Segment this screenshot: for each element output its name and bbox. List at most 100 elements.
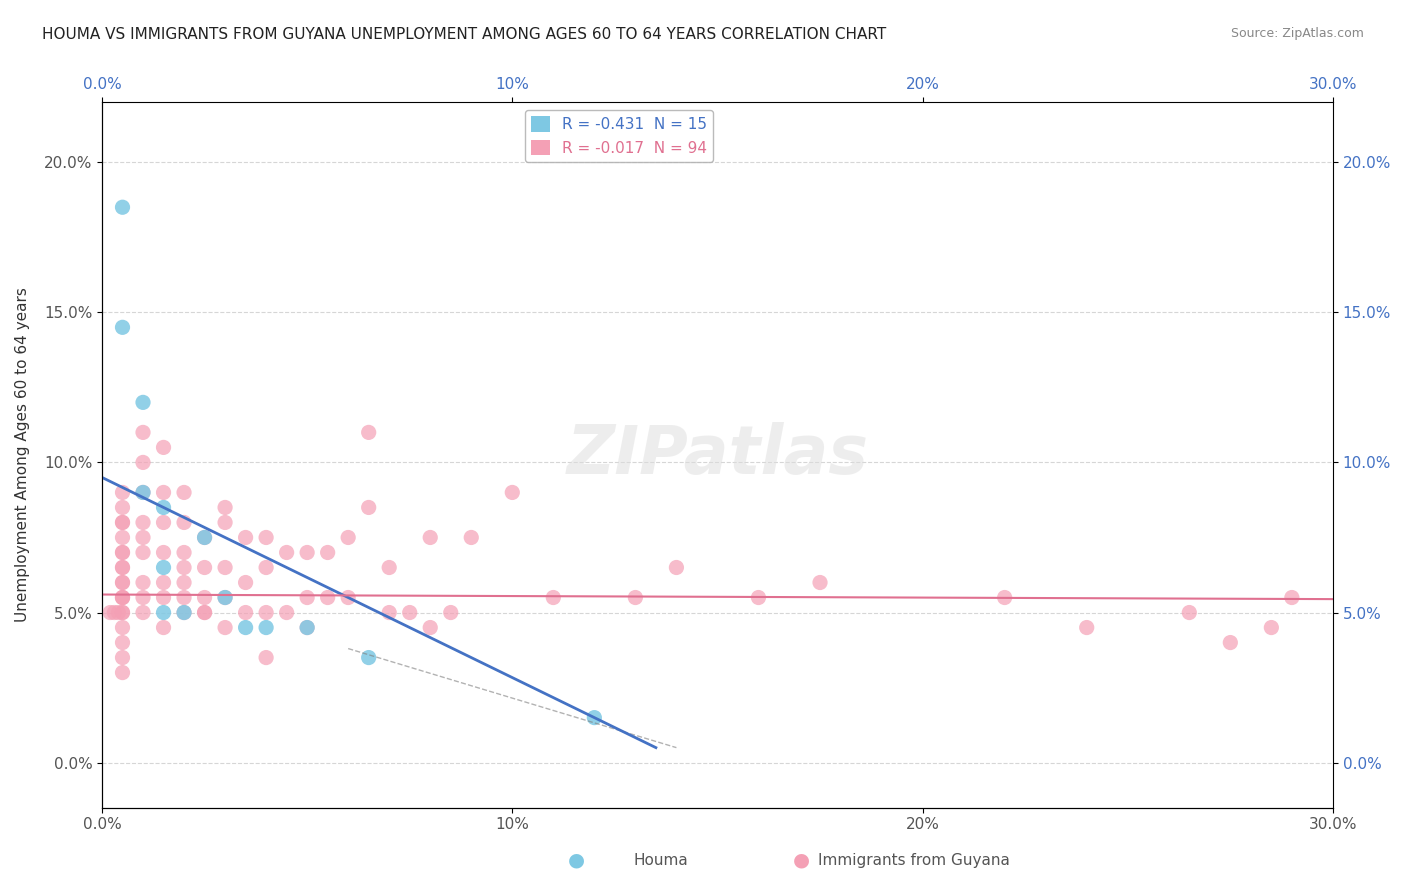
Point [152, 621, 174, 635]
Point [357, 650, 380, 665]
Point [132, 395, 155, 409]
Point [132, 575, 155, 590]
Point [111, 635, 134, 649]
Text: ●: ● [793, 850, 810, 869]
Point [295, 621, 318, 635]
Point [214, 591, 236, 605]
Point [214, 591, 236, 605]
Point [214, 621, 236, 635]
Point [152, 545, 174, 559]
Point [1076, 621, 1098, 635]
Point [337, 531, 360, 545]
Point [254, 606, 277, 620]
Point [152, 560, 174, 574]
Point [419, 531, 441, 545]
Point [254, 531, 277, 545]
Point [132, 455, 155, 469]
Point [111, 575, 134, 590]
Point [624, 591, 647, 605]
Text: Source: ZipAtlas.com: Source: ZipAtlas.com [1230, 27, 1364, 40]
Point [1260, 621, 1282, 635]
Point [111, 665, 134, 680]
Text: HOUMA VS IMMIGRANTS FROM GUYANA UNEMPLOYMENT AMONG AGES 60 TO 64 YEARS CORRELATI: HOUMA VS IMMIGRANTS FROM GUYANA UNEMPLOY… [42, 27, 886, 42]
Point [501, 485, 523, 500]
Point [173, 575, 195, 590]
Point [152, 516, 174, 530]
Point [235, 606, 257, 620]
Point [152, 575, 174, 590]
Point [111, 621, 134, 635]
Point [111, 320, 134, 334]
Point [235, 621, 257, 635]
Text: Houma: Houma [634, 854, 688, 868]
Point [193, 606, 215, 620]
Point [316, 591, 339, 605]
Point [214, 560, 236, 574]
Point [111, 200, 134, 214]
Point [419, 621, 441, 635]
Point [111, 575, 134, 590]
Point [276, 545, 298, 559]
Point [583, 710, 606, 724]
Point [173, 545, 195, 559]
Point [357, 425, 380, 440]
Point [111, 560, 134, 574]
Point [132, 485, 155, 500]
Point [173, 516, 195, 530]
Point [398, 606, 420, 620]
Point [440, 606, 463, 620]
Point [254, 621, 277, 635]
Point [111, 545, 134, 559]
Point [132, 606, 155, 620]
Point [337, 591, 360, 605]
Text: Immigrants from Guyana: Immigrants from Guyana [818, 854, 1010, 868]
Point [276, 606, 298, 620]
Point [111, 560, 134, 574]
Point [1281, 591, 1303, 605]
Point [111, 591, 134, 605]
Point [214, 516, 236, 530]
Text: ZIPatlas: ZIPatlas [567, 422, 869, 488]
Point [152, 441, 174, 455]
Point [152, 591, 174, 605]
Point [235, 531, 257, 545]
Point [994, 591, 1017, 605]
Point [111, 531, 134, 545]
Point [132, 485, 155, 500]
Point [193, 591, 215, 605]
Point [254, 560, 277, 574]
Point [173, 606, 195, 620]
Point [1178, 606, 1201, 620]
Point [378, 560, 401, 574]
Point [132, 516, 155, 530]
Point [111, 606, 134, 620]
Point [111, 516, 134, 530]
Point [111, 591, 134, 605]
Point [193, 531, 215, 545]
Point [152, 606, 174, 620]
Point [665, 560, 688, 574]
Point [173, 485, 195, 500]
Point [132, 591, 155, 605]
Point [111, 516, 134, 530]
Point [316, 545, 339, 559]
Point [214, 500, 236, 515]
Point [460, 531, 482, 545]
Point [132, 531, 155, 545]
Point [808, 575, 831, 590]
Point [111, 606, 134, 620]
Point [357, 500, 380, 515]
Point [103, 606, 125, 620]
Text: ●: ● [568, 850, 585, 869]
Point [132, 545, 155, 559]
Point [295, 545, 318, 559]
Point [173, 560, 195, 574]
Point [111, 485, 134, 500]
Point [98, 606, 121, 620]
Point [173, 591, 195, 605]
Point [111, 545, 134, 559]
Point [193, 531, 215, 545]
Point [378, 606, 401, 620]
Point [152, 485, 174, 500]
Point [111, 500, 134, 515]
